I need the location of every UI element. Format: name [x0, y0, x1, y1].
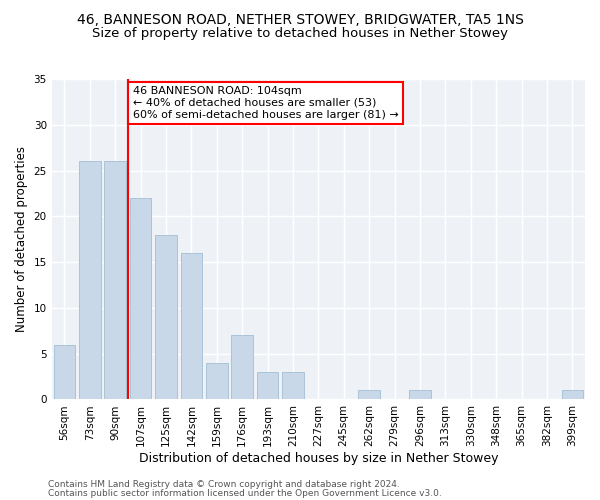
Bar	[104, 162, 126, 400]
Text: 46, BANNESON ROAD, NETHER STOWEY, BRIDGWATER, TA5 1NS: 46, BANNESON ROAD, NETHER STOWEY, BRIDGW…	[77, 12, 523, 26]
Bar	[358, 390, 380, 400]
Bar	[206, 363, 227, 400]
Bar	[79, 162, 101, 400]
X-axis label: Distribution of detached houses by size in Nether Stowey: Distribution of detached houses by size …	[139, 452, 498, 465]
Text: Size of property relative to detached houses in Nether Stowey: Size of property relative to detached ho…	[92, 28, 508, 40]
Bar	[409, 390, 431, 400]
Bar	[130, 198, 151, 400]
Bar	[53, 344, 75, 400]
Y-axis label: Number of detached properties: Number of detached properties	[15, 146, 28, 332]
Bar	[155, 234, 177, 400]
Text: 46 BANNESON ROAD: 104sqm
← 40% of detached houses are smaller (53)
60% of semi-d: 46 BANNESON ROAD: 104sqm ← 40% of detach…	[133, 86, 398, 120]
Bar	[282, 372, 304, 400]
Bar	[257, 372, 278, 400]
Text: Contains HM Land Registry data © Crown copyright and database right 2024.: Contains HM Land Registry data © Crown c…	[48, 480, 400, 489]
Text: Contains public sector information licensed under the Open Government Licence v3: Contains public sector information licen…	[48, 488, 442, 498]
Bar	[562, 390, 583, 400]
Bar	[181, 253, 202, 400]
Bar	[232, 336, 253, 400]
